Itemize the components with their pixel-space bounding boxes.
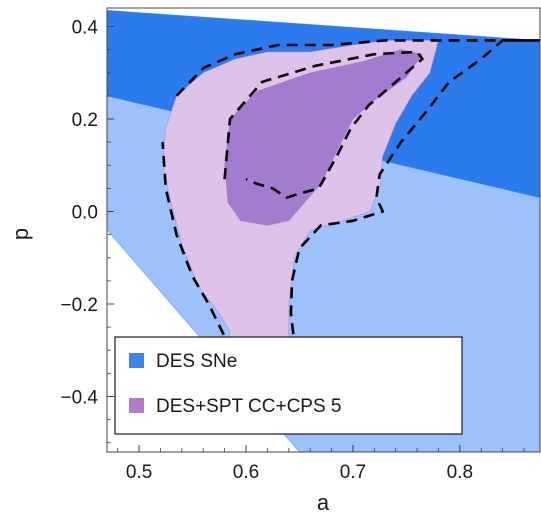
legend-swatch-des-spt (129, 398, 144, 413)
region-des-spt-cc-cps-5-inner (224, 49, 423, 226)
y-axis-title: p (8, 228, 33, 240)
contour-lines (161, 39, 540, 345)
legend-swatch-des-sne (129, 353, 144, 368)
contour-line-des-spt-cc-cps-5-inner (223, 50, 424, 199)
x-tick-label: 0.8 (447, 462, 473, 483)
contour-line-des-spt-cc-cps-5-outer (161, 39, 540, 345)
legend-label-des-sne: DES SNe (156, 351, 237, 372)
x-tick-label: 0.5 (126, 462, 152, 483)
x-tick-label: 0.6 (233, 462, 259, 483)
y-tick-label: 0.2 (72, 110, 98, 131)
x-tick-label: 0.7 (340, 462, 366, 483)
y-axis: −0.4 −0.2 0.0 0.2 0.4 (60, 18, 114, 444)
y-tick-label: −0.4 (60, 388, 98, 409)
y-tick-label: 0.4 (72, 18, 99, 39)
legend-label-des-spt: DES+SPT CC+CPS 5 (156, 396, 342, 417)
x-axis-title: a (317, 490, 330, 515)
x-axis: 0.5 0.6 0.7 0.8 (117, 445, 525, 483)
legend-box (114, 336, 463, 435)
plot-frame (106, 7, 541, 453)
legend: DES SNe DES+SPT CC+CPS 5 (114, 336, 463, 435)
y-tick-label: −0.2 (60, 295, 98, 316)
y-tick-label: 0.0 (72, 203, 98, 224)
